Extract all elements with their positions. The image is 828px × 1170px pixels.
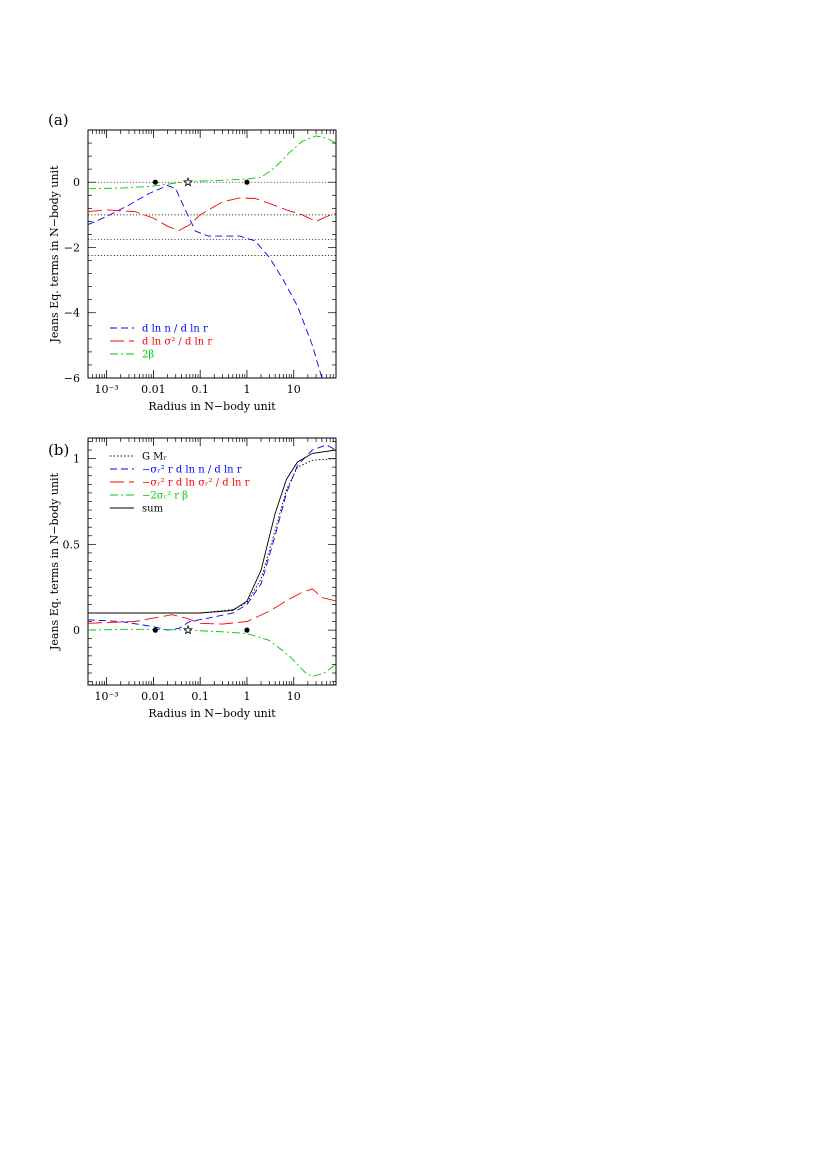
series-line (88, 588, 336, 625)
x-tick-label: 10⁻³ (95, 690, 119, 703)
marker-dot (244, 627, 250, 633)
legend-label: 2β (142, 350, 154, 361)
legend-label: d ln σ² / d ln r (142, 337, 212, 348)
x-tick-label: 1 (243, 690, 250, 703)
x-tick-label: 10 (287, 383, 301, 396)
x-tick-label: 10⁻³ (95, 383, 119, 396)
y-axis-title: Jeans Eq. terms in N−body unit (48, 472, 61, 651)
panel-label: (b) (48, 441, 69, 459)
y-tick-label: 0 (73, 176, 80, 189)
x-tick-label: 0.1 (191, 383, 209, 396)
y-tick-label: −2 (64, 241, 80, 254)
legend-label: sum (142, 504, 164, 515)
series-line (88, 458, 336, 614)
y-tick-label: −6 (64, 372, 80, 385)
x-tick-label: 10 (287, 690, 301, 703)
plot-frame (87, 129, 337, 379)
x-tick-label: 0.01 (141, 690, 166, 703)
x-tick-label: 1 (243, 383, 250, 396)
plot-area (88, 444, 336, 677)
panel-b: (b) 10⁻³ 0.01 0.1 1 10 0 0.5 1 Radius in N−body u… (48, 437, 337, 720)
marker-star (182, 176, 194, 187)
marker-dot (152, 627, 158, 633)
marker-star (182, 624, 194, 635)
x-axis-title: Radius in N−body unit (148, 400, 276, 413)
x-tick-label: 0.01 (141, 383, 166, 396)
legend-label: d ln n / d ln r (142, 324, 208, 335)
series-line (88, 135, 336, 190)
series-line (88, 449, 336, 614)
y-tick-label: −4 (64, 307, 80, 320)
legend-label: −2σᵣ² r β (142, 491, 188, 502)
legend-label: −σᵣ² r d ln σᵣ² / d ln r (142, 478, 250, 489)
legend-label: G Mᵣ (142, 452, 167, 463)
marker-dot (152, 179, 158, 185)
series-line (88, 197, 336, 231)
plot-area (88, 135, 336, 378)
x-tick-label: 0.1 (191, 690, 209, 703)
panel-label: (a) (48, 111, 69, 129)
panel-a: (a) 10⁻³ 0.01 0.1 1 10 0 −2 −4 −6 Radius in N−body… (48, 111, 337, 413)
series-line (88, 628, 336, 677)
y-tick-label: 0.5 (63, 538, 81, 551)
y-tick-label: 1 (73, 453, 80, 466)
x-axis-title: Radius in N−body unit (148, 707, 276, 720)
y-tick-label: 0 (73, 624, 80, 637)
y-axis-title: Jeans Eq. terms in N−body unit (48, 165, 61, 344)
legend-label: −σᵣ² r d ln n / d ln r (142, 465, 242, 476)
series-line (88, 185, 323, 378)
marker-dot (244, 179, 250, 185)
